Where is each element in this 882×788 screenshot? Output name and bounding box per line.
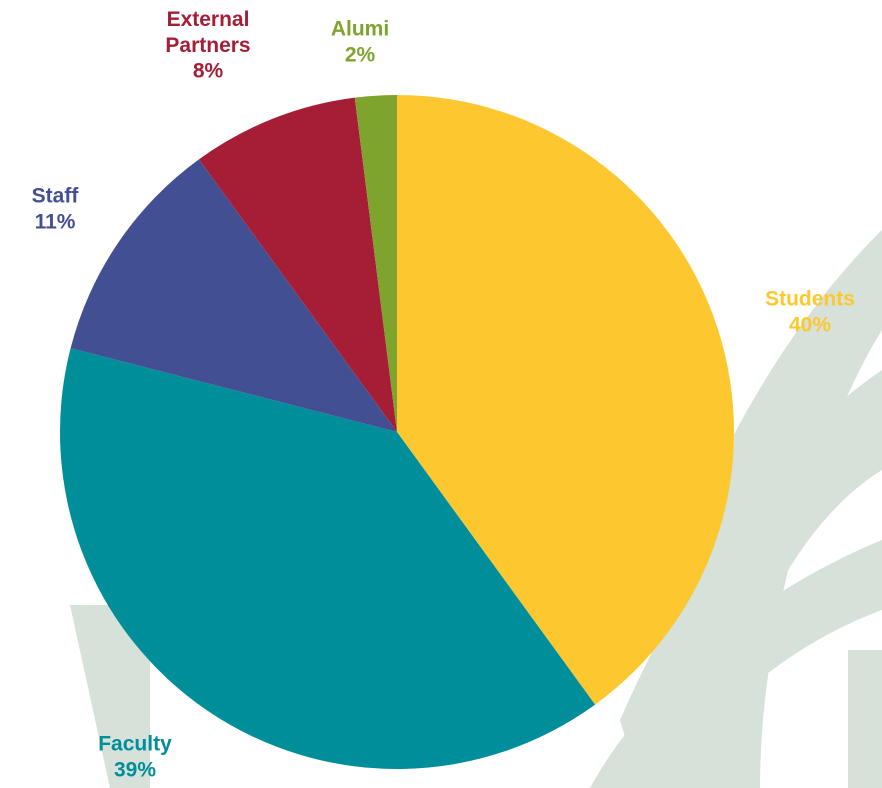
category-label: Students	[765, 288, 855, 311]
category-label: Staff	[32, 185, 80, 208]
pie	[60, 95, 734, 769]
category-label: Faculty	[98, 733, 172, 756]
value-label: 2%	[345, 44, 376, 67]
value-label: 40%	[789, 314, 831, 337]
chart: Students 40% Faculty 39% Staff 11% ExternalPar…	[0, 0, 882, 788]
category-label: Alumi	[331, 18, 389, 41]
value-label: 39%	[114, 759, 156, 782]
value-label: 8%	[193, 60, 224, 83]
value-label: 11%	[35, 211, 76, 234]
